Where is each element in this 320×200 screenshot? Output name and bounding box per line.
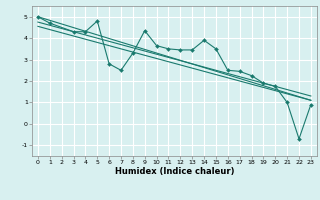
X-axis label: Humidex (Indice chaleur): Humidex (Indice chaleur) (115, 167, 234, 176)
